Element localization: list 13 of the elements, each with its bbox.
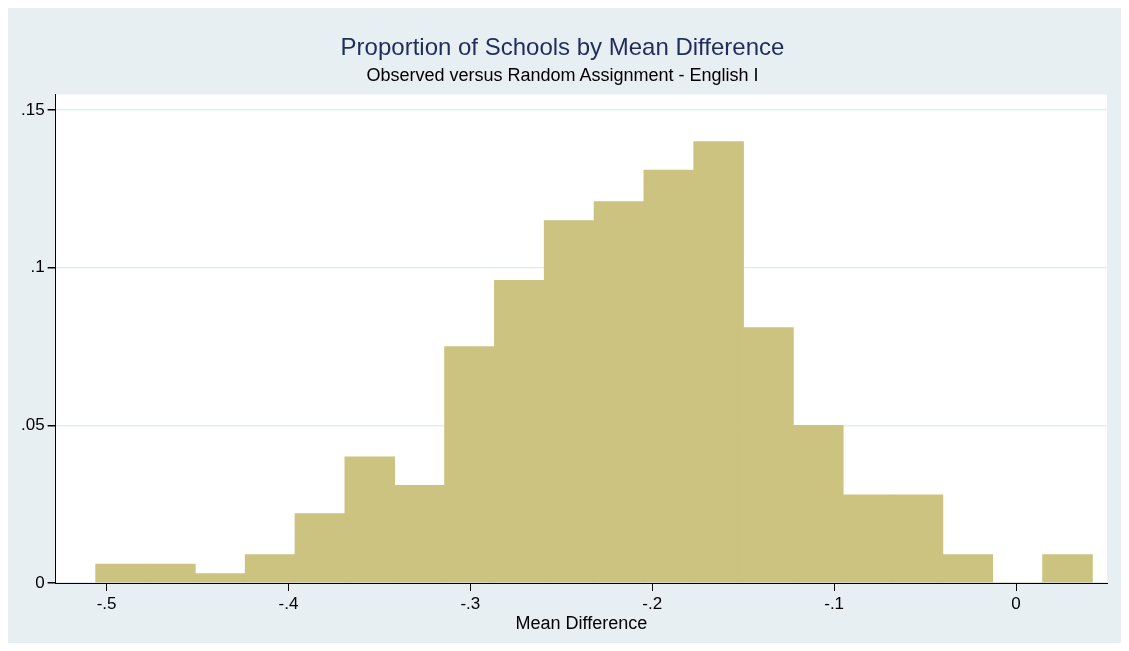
x-tick-label: -.2 (642, 593, 663, 613)
x-tick-label: -.5 (96, 593, 117, 613)
x-tick-label: -.4 (278, 593, 299, 613)
y-tick-label: .15 (20, 99, 45, 119)
x-tick-label: -.3 (460, 593, 481, 613)
y-tick-label: 0 (35, 572, 45, 592)
x-axis-title: Mean Difference (515, 613, 648, 634)
x-tick-label: 0 (1011, 593, 1021, 613)
chart-subtitle: Observed versus Random Assignment - English I (366, 64, 759, 85)
chart-title: Proportion of Schools by Mean Difference (340, 33, 785, 61)
y-tick-label: .1 (30, 257, 45, 277)
x-tick-label: -.1 (824, 593, 845, 613)
y-tick-label: .05 (20, 415, 45, 435)
